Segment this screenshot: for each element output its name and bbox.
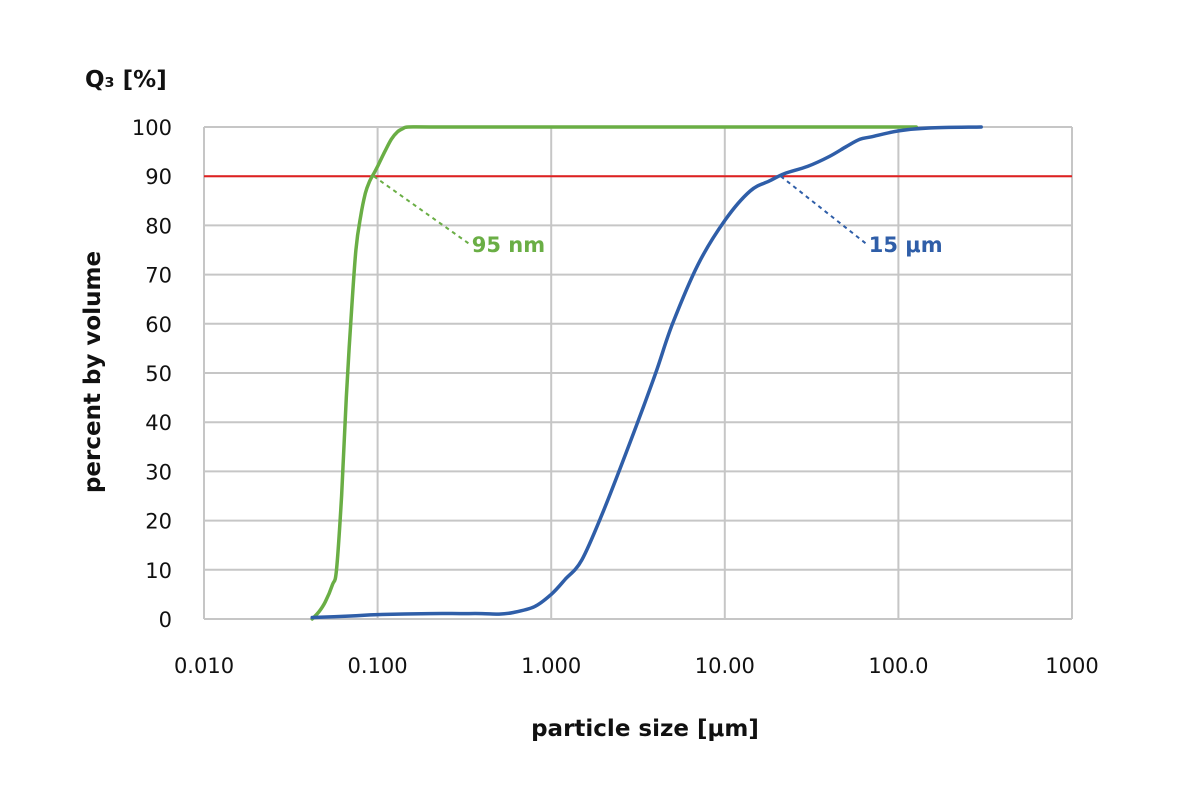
y-tick-label: 50 <box>145 362 172 386</box>
annotations-group: 95 nm 15 μm <box>373 175 943 257</box>
annotation-leader <box>780 175 868 245</box>
y-tick-label: 80 <box>145 214 172 238</box>
series-line-green <box>310 125 918 621</box>
annotation-leader <box>373 175 471 246</box>
x-tick-label: 0.010 <box>174 654 234 678</box>
y-tick-label: 30 <box>145 460 172 484</box>
x-tick-label: 0.100 <box>348 654 408 678</box>
x-axis-label: particle size [μm] <box>531 716 759 742</box>
y-tick-label: 0 <box>159 608 172 632</box>
y-tick-label: 60 <box>145 313 172 337</box>
y-axis-title: Q₃ [%] <box>85 67 167 93</box>
grid <box>203 126 1073 620</box>
annotation-label: 15 μm <box>869 233 943 257</box>
annotation-label: 95 nm <box>472 233 545 257</box>
x-tick-label: 10.00 <box>695 654 755 678</box>
y-tick-label: 100 <box>132 116 172 140</box>
x-tick-label: 1.000 <box>521 654 581 678</box>
y-tick-label: 20 <box>145 510 172 534</box>
y-tick-label: 40 <box>145 411 172 435</box>
x-tick-labels: 0.010 0.100 1.000 10.00 100.0 1000 <box>174 654 1099 678</box>
x-tick-label: 100.0 <box>868 654 928 678</box>
y-tick-label: 90 <box>145 165 172 189</box>
x-tick-label: 1000 <box>1045 654 1098 678</box>
series-group <box>310 125 983 621</box>
y-axis-label: percent by volume <box>80 251 106 493</box>
y-tick-label: 70 <box>145 264 172 288</box>
series-line-blue <box>310 125 983 620</box>
y-tick-labels: 0 10 20 30 40 50 60 70 80 90 100 <box>132 116 172 632</box>
y-tick-label: 10 <box>145 559 172 583</box>
